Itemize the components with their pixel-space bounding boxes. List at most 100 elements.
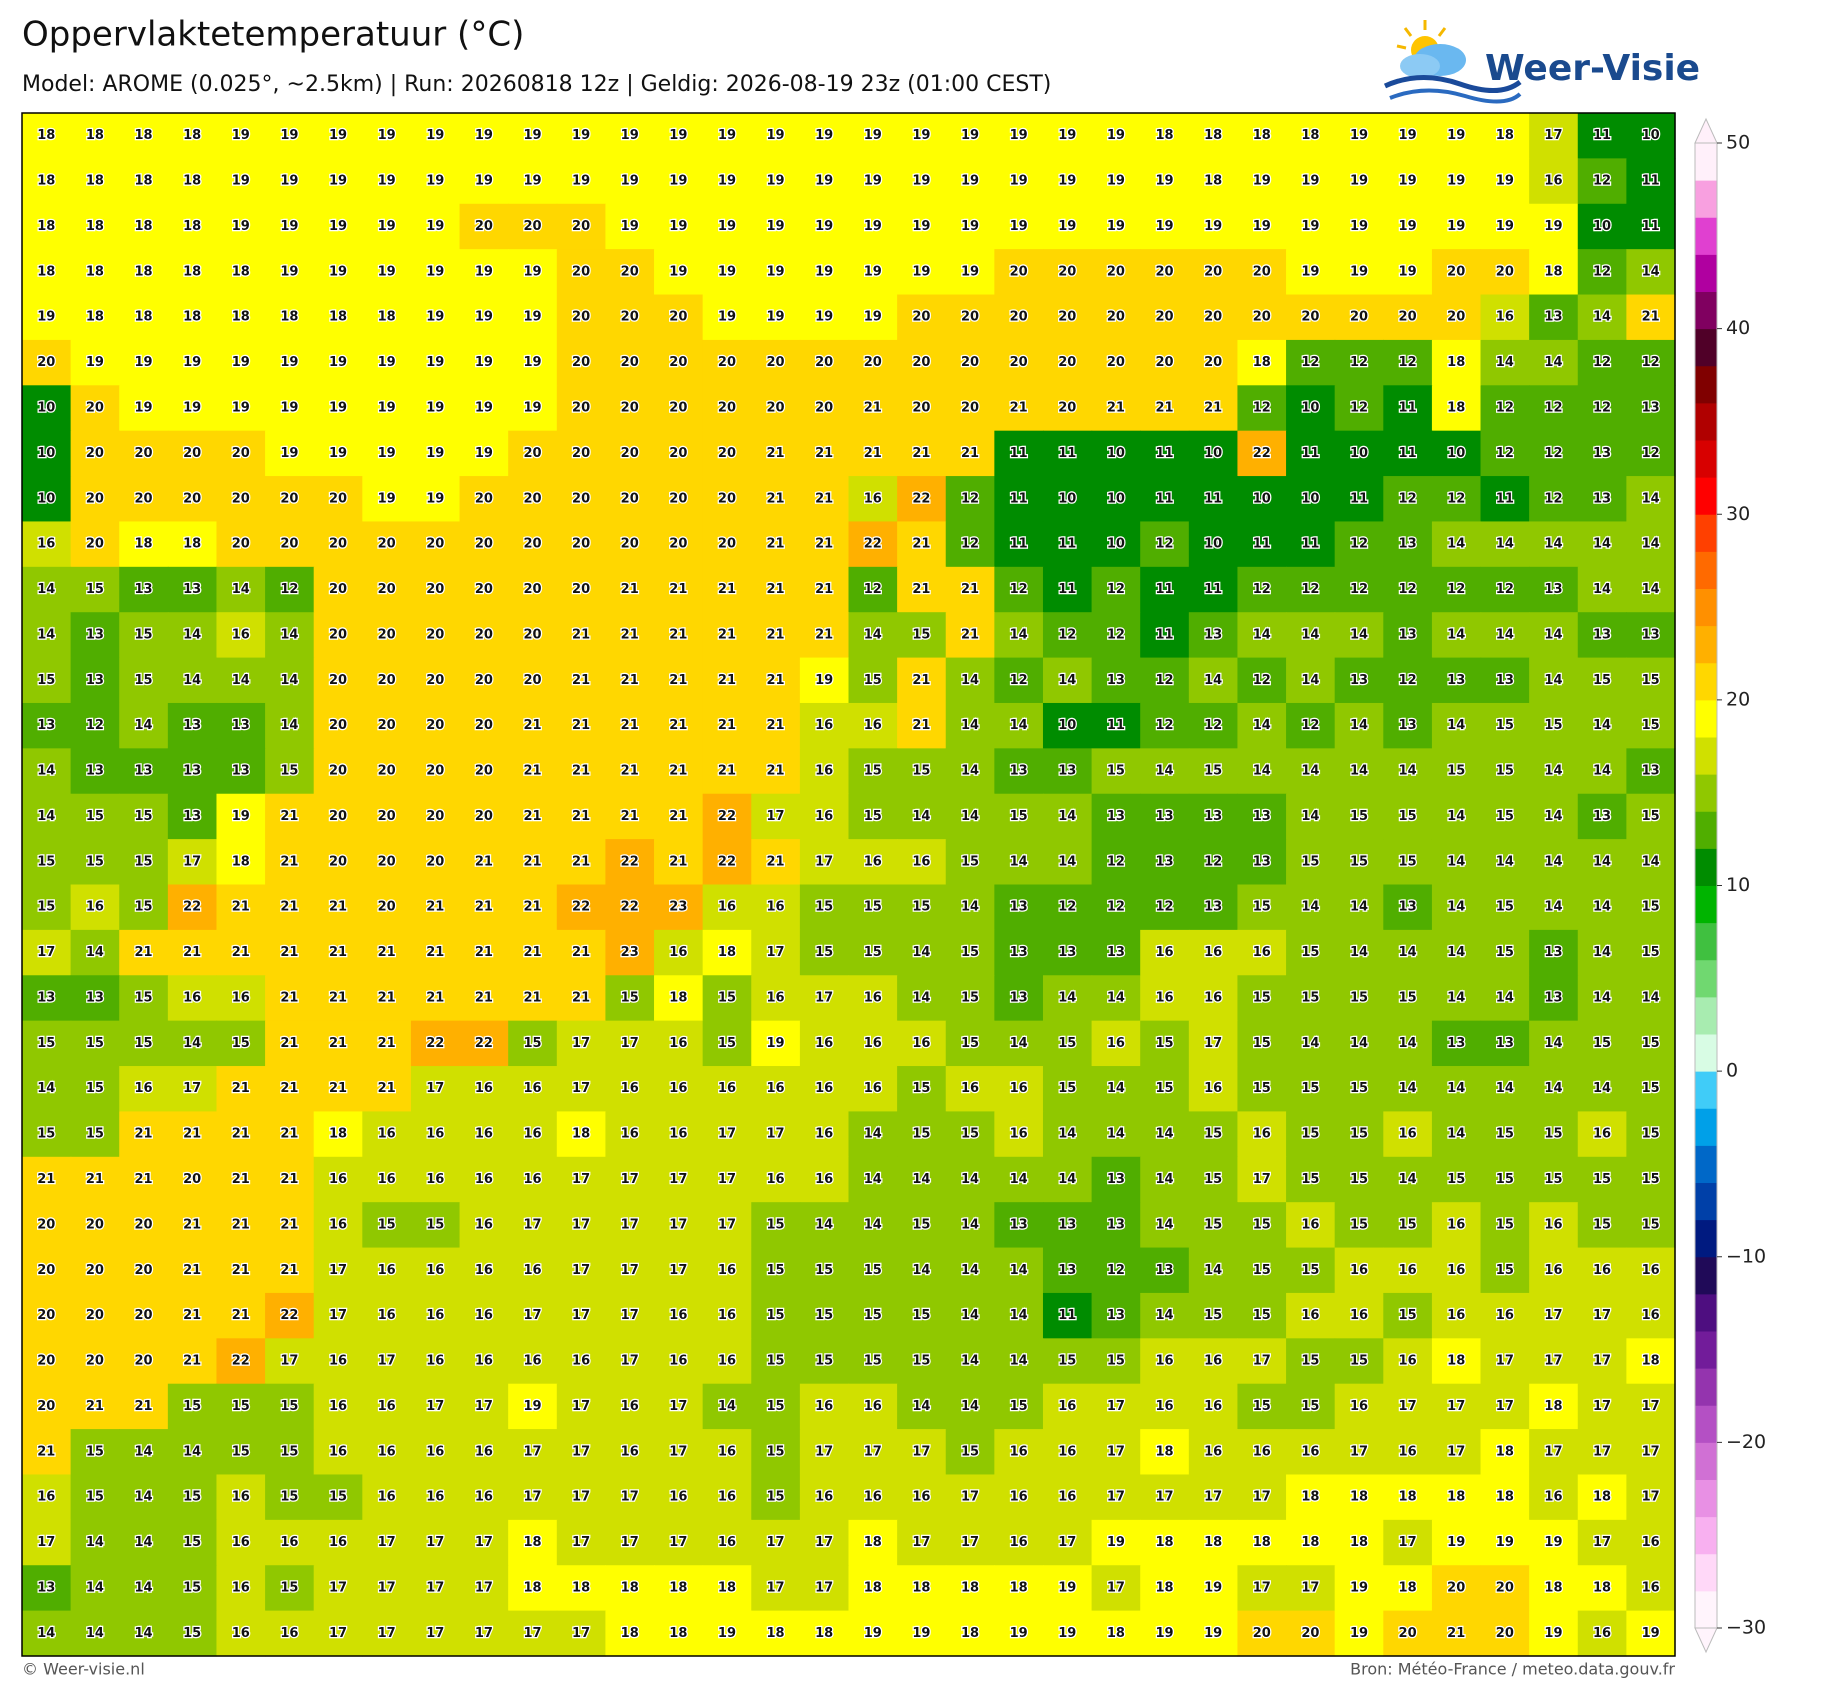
temperature-label: 20 xyxy=(572,537,590,552)
temperature-label: 20 xyxy=(183,446,201,461)
temperature-label: 20 xyxy=(1350,310,1368,325)
temperature-label: 14 xyxy=(183,627,201,642)
temperature-cell xyxy=(702,1338,752,1385)
temperature-cell xyxy=(22,430,72,477)
temperature-label: 11 xyxy=(1155,446,1173,461)
temperature-label: 19 xyxy=(523,400,541,415)
temperature-cell xyxy=(167,612,218,659)
temperature-cell xyxy=(1383,249,1433,296)
temperature-cell xyxy=(1286,521,1336,568)
temperature-label: 15 xyxy=(1350,990,1368,1005)
temperature-label: 14 xyxy=(1399,764,1417,779)
temperature-label: 14 xyxy=(280,718,298,733)
temperature-cell xyxy=(1626,430,1676,477)
temperature-cell xyxy=(556,1202,607,1249)
temperature-cell xyxy=(265,521,315,568)
temperature-label: 15 xyxy=(1350,1172,1368,1187)
temperature-label: 13 xyxy=(1593,627,1611,642)
temperature-cell xyxy=(216,1202,266,1249)
temperature-label: 15 xyxy=(1301,1081,1319,1096)
temperature-label: 20 xyxy=(426,854,444,869)
temperature-label: 19 xyxy=(1496,174,1514,189)
temperature-cell xyxy=(1091,1338,1141,1385)
temperature-label: 21 xyxy=(280,854,298,869)
temperature-cell xyxy=(508,748,558,795)
temperature-label: 20 xyxy=(1107,310,1125,325)
temperature-label: 20 xyxy=(1010,310,1028,325)
temperature-cell xyxy=(605,1020,655,1067)
temperature-cell xyxy=(848,294,898,341)
temperature-cell xyxy=(1286,566,1336,613)
temperature-label: 16 xyxy=(864,990,882,1005)
temperature-label: 16 xyxy=(475,1308,493,1323)
temperature-cell xyxy=(1042,612,1093,659)
temperature-label: 14 xyxy=(1010,1036,1028,1051)
temperature-label: 15 xyxy=(1253,1263,1271,1278)
temperature-cell xyxy=(605,1202,655,1249)
temperature-cell xyxy=(1480,1519,1530,1566)
temperature-label: 13 xyxy=(1496,1036,1514,1051)
colorbar-tick-label: 20 xyxy=(1726,688,1750,710)
temperature-cell xyxy=(1480,1066,1530,1113)
temperature-label: 21 xyxy=(134,1127,152,1142)
temperature-label: 15 xyxy=(232,1444,250,1459)
temperature-cell xyxy=(1286,657,1336,704)
temperature-label: 17 xyxy=(475,1626,493,1641)
temperature-cell xyxy=(167,839,218,886)
temperature-label: 21 xyxy=(86,1399,104,1414)
temperature-cell xyxy=(994,839,1044,886)
temperature-label: 14 xyxy=(1301,809,1319,824)
temperature-cell xyxy=(216,612,266,659)
temperature-cell xyxy=(1529,113,1579,159)
temperature-cell xyxy=(216,1111,266,1158)
temperature-label: 19 xyxy=(961,174,979,189)
temperature-label: 15 xyxy=(767,1490,785,1505)
temperature-label: 14 xyxy=(1447,627,1465,642)
temperature-label: 22 xyxy=(475,1036,493,1051)
temperature-label: 14 xyxy=(134,1535,152,1550)
temperature-cell xyxy=(1383,793,1433,840)
temperature-cell xyxy=(265,1610,315,1657)
temperature-label: 13 xyxy=(1010,764,1028,779)
temperature-cell xyxy=(1091,1202,1141,1249)
temperature-label: 19 xyxy=(1642,1626,1660,1641)
temperature-cell xyxy=(1140,1066,1190,1113)
temperature-label: 18 xyxy=(961,1626,979,1641)
colorbar-segment xyxy=(1695,1553,1717,1592)
temperature-cell xyxy=(70,294,120,341)
colorbar-segment xyxy=(1695,774,1717,812)
temperature-cell xyxy=(216,566,266,613)
temperature-cell xyxy=(897,158,947,205)
temperature-label: 16 xyxy=(378,1399,396,1414)
temperature-label: 16 xyxy=(1155,1354,1173,1369)
temperature-cell xyxy=(508,929,558,976)
temperature-cell xyxy=(265,748,315,795)
temperature-cell xyxy=(1140,1292,1190,1339)
temperature-label: 16 xyxy=(280,1535,298,1550)
temperature-cell xyxy=(1091,339,1141,386)
temperature-label: 20 xyxy=(378,537,396,552)
temperature-label: 19 xyxy=(280,219,298,234)
temperature-cell xyxy=(605,1610,655,1657)
temperature-label: 20 xyxy=(475,718,493,733)
temperature-cell xyxy=(265,294,315,341)
temperature-label: 19 xyxy=(1544,219,1562,234)
temperature-cell xyxy=(654,1610,704,1657)
temperature-cell xyxy=(1626,1066,1676,1113)
temperature-cell xyxy=(265,702,315,749)
temperature-cell xyxy=(1577,430,1627,477)
temperature-label: 10 xyxy=(1204,446,1222,461)
temperature-cell xyxy=(799,748,850,795)
temperature-label: 21 xyxy=(329,1081,347,1096)
temperature-cell xyxy=(1042,1338,1093,1385)
temperature-cell xyxy=(265,1247,315,1294)
temperature-cell xyxy=(654,339,704,386)
temperature-label: 19 xyxy=(1447,1535,1465,1550)
temperature-label: 15 xyxy=(86,1081,104,1096)
temperature-cell xyxy=(1480,612,1530,659)
temperature-label: 16 xyxy=(1447,1308,1465,1323)
temperature-label: 12 xyxy=(1350,400,1368,415)
temperature-cell xyxy=(1334,929,1384,976)
temperature-label: 17 xyxy=(572,1308,590,1323)
temperature-cell xyxy=(994,1565,1044,1612)
